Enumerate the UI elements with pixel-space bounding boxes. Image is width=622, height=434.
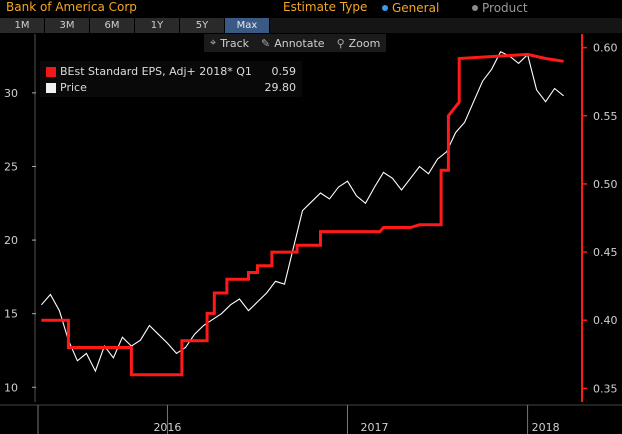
track-tool[interactable]: ⌖ Track — [204, 34, 255, 52]
left-tick-label: 15 — [4, 308, 18, 321]
left-tick-label: 20 — [4, 234, 18, 247]
annotate-tool[interactable]: ✎ Annotate — [255, 34, 331, 52]
eps-legend-label: BEst Standard EPS, Adj+ 2018* Q1 — [60, 65, 252, 78]
estimate-type-product-option[interactable]: Product — [472, 1, 528, 15]
price-swatch — [46, 82, 56, 93]
crosshair-icon: ⌖ — [210, 36, 217, 49]
range-button-6m[interactable]: 6M — [90, 18, 135, 33]
company-name: Bank of America Corp — [6, 0, 137, 14]
right-tick-label: 0.50 — [593, 178, 618, 191]
left-tick-label: 10 — [4, 381, 18, 394]
range-button-5y[interactable]: 5Y — [180, 18, 225, 33]
price-legend-label: Price — [60, 81, 87, 94]
eps-legend-value: 0.59 — [271, 65, 297, 78]
chart-toolbar: ⌖ Track ✎ Annotate ⚲ Zoom — [204, 34, 387, 52]
legend-row-price[interactable]: Price 29.80 — [46, 81, 296, 94]
right-tick-label: 0.45 — [593, 246, 618, 259]
price-series-line — [40, 50, 564, 373]
chart-header: Bank of America Corp Estimate Type Gener… — [0, 0, 622, 18]
right-tick-label: 0.40 — [593, 314, 618, 327]
general-label: General — [392, 1, 440, 15]
annotate-label: Annotate — [274, 36, 325, 50]
range-button-1y[interactable]: 1Y — [135, 18, 180, 33]
product-label: Product — [482, 1, 528, 15]
zoom-label: Zoom — [348, 36, 381, 50]
pencil-icon: ✎ — [261, 36, 271, 50]
right-tick-label: 0.60 — [593, 42, 618, 55]
chart-legend: BEst Standard EPS, Adj+ 2018* Q1 0.59 Pr… — [40, 61, 302, 97]
zoom-tool[interactable]: ⚲ Zoom — [331, 34, 387, 52]
radio-unselected-icon — [472, 5, 478, 11]
left-tick-label: 25 — [4, 160, 18, 173]
eps-swatch — [46, 66, 56, 77]
range-button-3m[interactable]: 3M — [45, 18, 90, 33]
x-tick-label: 2017 — [361, 421, 389, 434]
x-axis-band — [0, 404, 622, 434]
radio-selected-icon — [382, 5, 388, 11]
legend-row-eps[interactable]: BEst Standard EPS, Adj+ 2018* Q1 0.59 — [46, 65, 296, 78]
magnifier-icon: ⚲ — [336, 36, 345, 50]
range-button-1m[interactable]: 1M — [0, 18, 45, 33]
chart-series — [40, 50, 564, 377]
right-tick-label: 0.55 — [593, 110, 618, 123]
estimate-type-general-option[interactable]: General — [382, 1, 439, 15]
chart-axes: 10 15 20 25 30 0.35 0.40 0.45 0.50 0.55 0.60 2016 20… — [0, 34, 622, 434]
track-label: Track — [220, 36, 249, 50]
estimate-type-label: Estimate Type — [283, 0, 368, 14]
eps-series-line — [41, 52, 564, 377]
x-tick-label: 2018 — [532, 421, 560, 434]
x-tick-label: 2016 — [153, 421, 181, 434]
price-legend-value: 29.80 — [264, 81, 297, 94]
range-button-max[interactable]: Max — [225, 18, 270, 33]
left-tick-label: 30 — [4, 87, 18, 100]
right-tick-label: 0.35 — [593, 382, 618, 395]
